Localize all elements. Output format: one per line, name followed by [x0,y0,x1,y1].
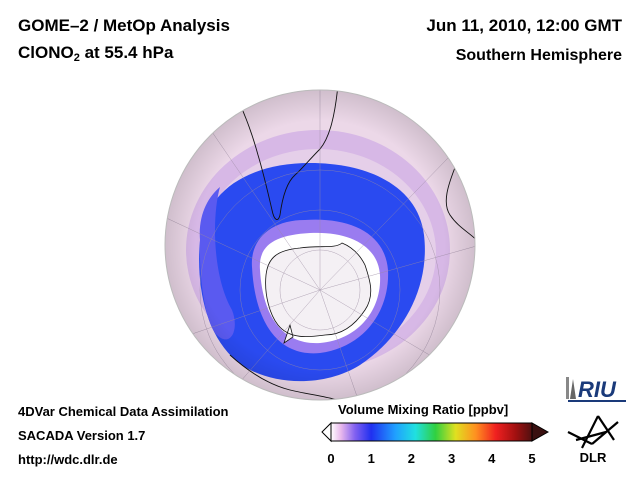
pressure-level: at 55.4 hPa [79,43,174,62]
riu-logo-tower [570,379,576,399]
species-subscript: 2 [73,52,80,64]
date-label: Jun 11, 2010, 12:00 GMT [426,16,622,35]
colorbar-min-arrow [321,421,332,443]
colorbar-max-arrow [531,422,550,442]
colorbar-tick-label: 5 [528,451,536,466]
colorbar-tick-label: 0 [327,451,335,466]
riu-logo-text: RIU [578,377,617,402]
dlr-logo-mark [567,415,619,449]
footer-line-2: SACADA Version 1.7 [18,428,146,443]
colorbar [321,421,550,443]
globe-outline [164,89,476,401]
dlr-logo-text: DLR [580,450,607,465]
colorbar-tick-label: 3 [447,451,456,466]
riu-logo-mark [566,377,569,399]
dlr-logo: DLR [567,415,619,465]
hemisphere-label: Southern Hemisphere [455,47,622,64]
title-line-2: ClONO2 at 55.4 hPa [18,43,173,64]
footer-line-1: 4DVar Chemical Data Assimilation [18,404,229,419]
colorbar-tick-label: 4 [488,451,496,466]
riu-logo-underline [568,400,626,402]
colorbar-title: Volume Mixing Ratio [ppbv] [338,402,509,417]
title-line-1: GOME–2 / MetOp Analysis [18,16,230,35]
species-name: ClONO [18,43,74,62]
colorbar-tick-label: 1 [367,451,375,466]
colorbar-gradient [330,422,533,442]
globe-shading [165,90,475,400]
footer-line-3: http://wdc.dlr.de [18,452,118,467]
polar-map [164,89,476,401]
riu-logo: RIU [566,377,626,402]
colorbar-tick-label: 2 [407,451,415,466]
